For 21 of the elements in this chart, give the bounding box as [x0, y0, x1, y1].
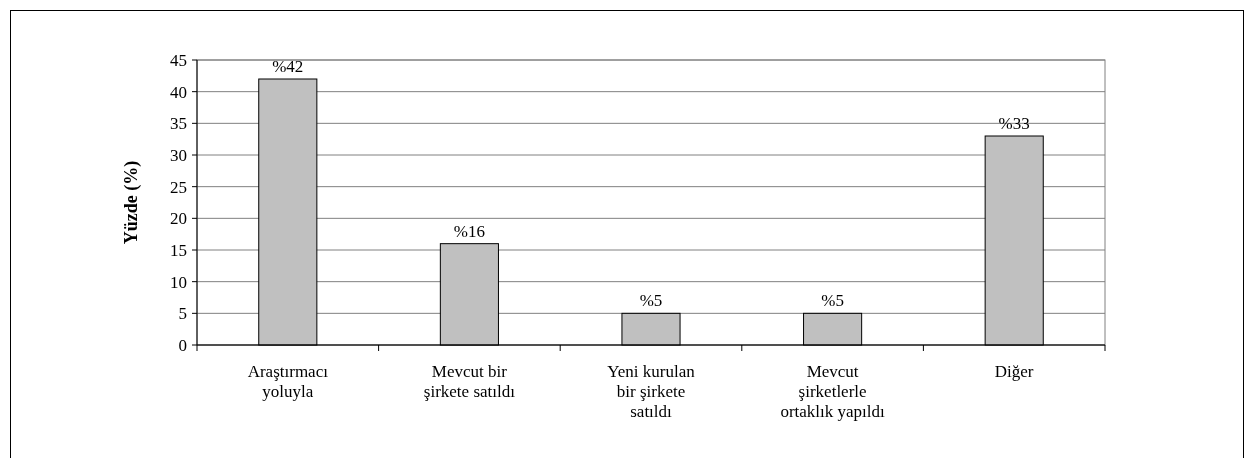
x-tick-label: Diğer: [994, 362, 1034, 381]
data-label: %33: [998, 114, 1030, 133]
x-tick-label: Mevcut şirketlerle ortaklık yapıldı: [780, 362, 886, 421]
y-tick-label: 20: [170, 209, 187, 229]
data-label: %5: [639, 291, 663, 311]
data-label: %16: [453, 221, 485, 241]
x-tick-label: Araştırmacı yoluyla: [247, 362, 329, 401]
x-tick-label: Mevcut bir şirkete satıldı: [423, 362, 516, 401]
y-tick-label: 5: [178, 304, 187, 324]
x-tick-label: Yeni kurulan bir şirkete satıldı: [607, 362, 696, 421]
y-tick-label: 15: [170, 240, 187, 260]
y-tick-label: 25: [170, 177, 187, 197]
y-tick-label: 45: [170, 50, 187, 70]
y-axis-title: Yüzde (%): [121, 160, 142, 245]
data-label: %5: [821, 291, 844, 311]
y-tick-label: 10: [170, 272, 187, 292]
y-tick-label: 30: [170, 145, 187, 165]
data-label: %42: [272, 57, 304, 76]
y-tick-label: 40: [170, 82, 187, 102]
y-tick-label: 35: [170, 114, 187, 134]
y-tick-label: 0: [178, 335, 187, 355]
